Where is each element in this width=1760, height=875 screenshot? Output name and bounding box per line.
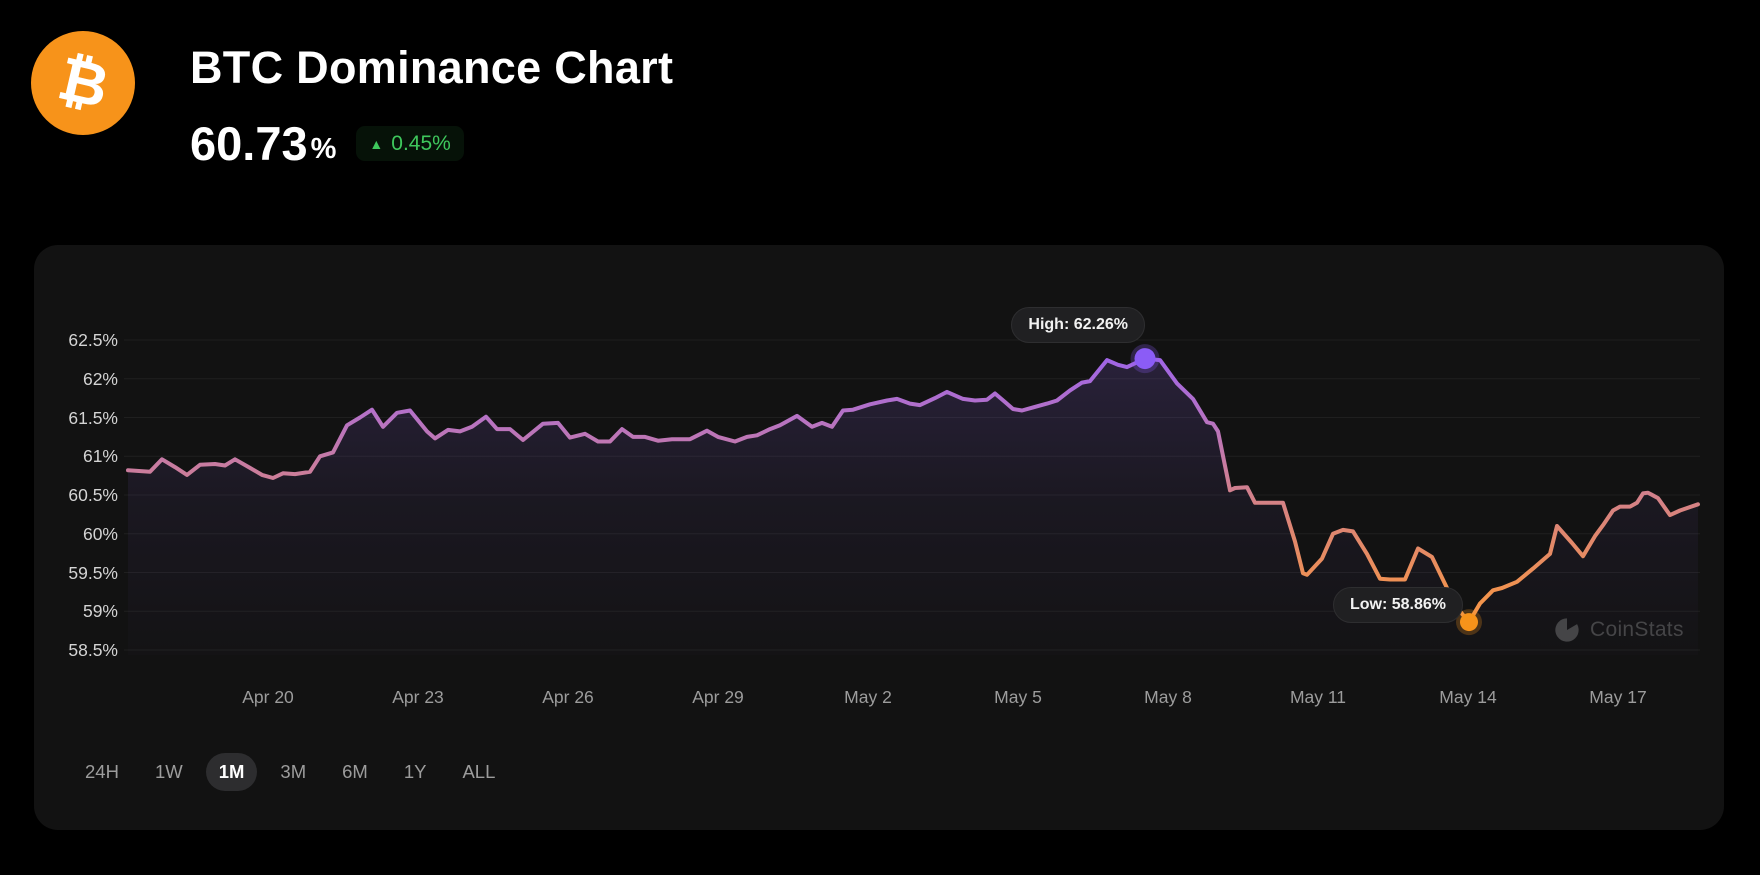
- coinstats-logo-icon: [1555, 618, 1579, 642]
- change-badge: ▲ 0.45%: [356, 126, 464, 161]
- range-button-1m[interactable]: 1M: [205, 753, 258, 791]
- x-axis-label: Apr 20: [242, 687, 294, 707]
- y-axis-label: 61.5%: [68, 407, 118, 428]
- chart-card: 62.5% 62% 61.5% 61% 60.5% 60% 59.5% 59% 58.5% Ap…: [34, 245, 1724, 830]
- dominance-value: 60.73: [190, 117, 308, 170]
- bitcoin-icon: ₿: [51, 43, 115, 123]
- dominance-chart-canvas[interactable]: [34, 245, 1724, 830]
- range-button-all[interactable]: ALL: [449, 753, 508, 791]
- range-selector: 24H 1W 1M 3M 6M 1Y ALL: [72, 753, 508, 791]
- change-percent: 0.45%: [391, 132, 451, 155]
- low-dot: [1460, 613, 1478, 632]
- x-axis-label: May 11: [1289, 687, 1347, 707]
- watermark: CoinStats: [1552, 615, 1684, 645]
- x-axis-label: May 14: [1439, 687, 1497, 707]
- high-tooltip: High: 62.26%: [1011, 306, 1145, 343]
- y-axis-label: 60.5%: [68, 485, 118, 505]
- high-dot: [1134, 348, 1156, 370]
- range-button-24h[interactable]: 24H: [72, 753, 132, 791]
- dominance-value-row: 60.73 % ▲ 0.45%: [190, 120, 464, 167]
- watermark-label: CoinStats: [1590, 618, 1684, 641]
- x-axis-label: Apr 29: [692, 687, 744, 707]
- y-axis-label: 61%: [82, 446, 118, 467]
- x-axis-label: Apr 23: [392, 687, 444, 707]
- dominance-value-unit: %: [310, 133, 337, 165]
- range-button-1w[interactable]: 1W: [142, 753, 196, 791]
- dominance-area: [128, 358, 1698, 655]
- y-axis-label: 62%: [82, 368, 118, 389]
- range-button-6m[interactable]: 6M: [329, 753, 381, 791]
- x-axis-label: May 17: [1589, 687, 1647, 707]
- x-axis-label: May 2: [844, 687, 892, 707]
- x-axis-label: May 8: [1144, 687, 1192, 707]
- x-axis-label: Apr 26: [542, 687, 594, 707]
- btc-logo: ₿: [31, 31, 135, 135]
- low-tooltip: Low: 58.86%: [1332, 587, 1463, 624]
- y-axis-label: 62.5%: [68, 330, 118, 350]
- page-title: BTC Dominance Chart: [190, 42, 674, 93]
- range-button-3m[interactable]: 3M: [267, 753, 319, 791]
- y-axis-label: 60%: [82, 523, 118, 544]
- y-axis-label: 59.5%: [68, 562, 118, 583]
- range-button-1y[interactable]: 1Y: [391, 753, 440, 791]
- y-axis-label: 59%: [82, 601, 118, 622]
- up-triangle-icon: ▲: [369, 135, 384, 152]
- y-axis-label: 58.5%: [68, 640, 118, 660]
- x-axis-label: May 5: [994, 687, 1042, 707]
